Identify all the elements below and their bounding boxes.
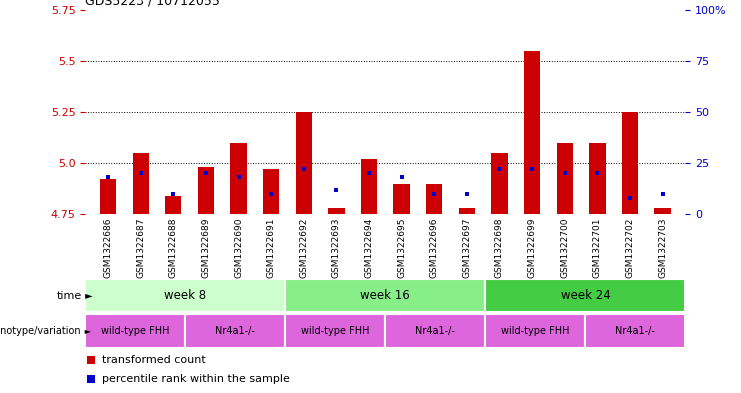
Text: Nr4a1-/-: Nr4a1-/- <box>616 326 655 336</box>
Bar <box>85 279 285 312</box>
Text: week 16: week 16 <box>360 289 411 302</box>
Bar <box>585 314 685 348</box>
Text: GSM1322690: GSM1322690 <box>234 217 243 278</box>
Bar <box>491 153 508 214</box>
Text: GSM1322687: GSM1322687 <box>136 217 145 278</box>
Text: GSM1322701: GSM1322701 <box>593 217 602 278</box>
Text: Nr4a1-/-: Nr4a1-/- <box>416 326 455 336</box>
Text: GDS5223 / 10712055: GDS5223 / 10712055 <box>85 0 220 8</box>
Bar <box>285 279 485 312</box>
Text: wild-type FHH: wild-type FHH <box>301 326 370 336</box>
Text: GSM1322697: GSM1322697 <box>462 217 471 278</box>
Text: GSM1322692: GSM1322692 <box>299 217 308 278</box>
Text: GSM1322694: GSM1322694 <box>365 217 373 278</box>
Bar <box>361 159 377 214</box>
Text: GSM1322700: GSM1322700 <box>560 217 569 278</box>
Text: percentile rank within the sample: percentile rank within the sample <box>102 374 290 384</box>
Bar <box>230 143 247 214</box>
Text: GSM1322698: GSM1322698 <box>495 217 504 278</box>
Bar <box>133 153 149 214</box>
Text: GSM1322689: GSM1322689 <box>202 217 210 278</box>
Bar <box>426 184 442 214</box>
Bar <box>385 314 485 348</box>
Text: GSM1322686: GSM1322686 <box>104 217 113 278</box>
Bar <box>296 112 312 214</box>
Bar <box>285 314 385 348</box>
Bar <box>459 208 475 214</box>
Bar <box>165 196 182 214</box>
Bar <box>263 169 279 214</box>
Text: GSM1322695: GSM1322695 <box>397 217 406 278</box>
Bar <box>556 143 573 214</box>
Bar <box>485 279 685 312</box>
Bar <box>185 314 285 348</box>
Text: genotype/variation: genotype/variation <box>0 326 82 336</box>
Bar <box>622 112 638 214</box>
Bar <box>654 208 671 214</box>
Text: ►: ► <box>82 291 93 301</box>
Text: time: time <box>56 291 82 301</box>
Text: Nr4a1-/-: Nr4a1-/- <box>216 326 255 336</box>
Bar <box>100 180 116 214</box>
Bar <box>328 208 345 214</box>
Text: week 8: week 8 <box>165 289 206 302</box>
Bar <box>85 314 185 348</box>
Text: wild-type FHH: wild-type FHH <box>501 326 570 336</box>
Text: transformed count: transformed count <box>102 354 206 365</box>
Text: GSM1322699: GSM1322699 <box>528 217 536 278</box>
Text: wild-type FHH: wild-type FHH <box>101 326 170 336</box>
Bar <box>393 184 410 214</box>
Text: ►: ► <box>82 327 91 336</box>
Text: GSM1322696: GSM1322696 <box>430 217 439 278</box>
Text: GSM1322688: GSM1322688 <box>169 217 178 278</box>
Text: GSM1322693: GSM1322693 <box>332 217 341 278</box>
Bar <box>485 314 585 348</box>
Bar <box>198 167 214 214</box>
Text: week 24: week 24 <box>560 289 611 302</box>
Text: GSM1322703: GSM1322703 <box>658 217 667 278</box>
Bar <box>589 143 605 214</box>
Text: GSM1322702: GSM1322702 <box>625 217 634 278</box>
Bar <box>524 51 540 214</box>
Text: GSM1322691: GSM1322691 <box>267 217 276 278</box>
